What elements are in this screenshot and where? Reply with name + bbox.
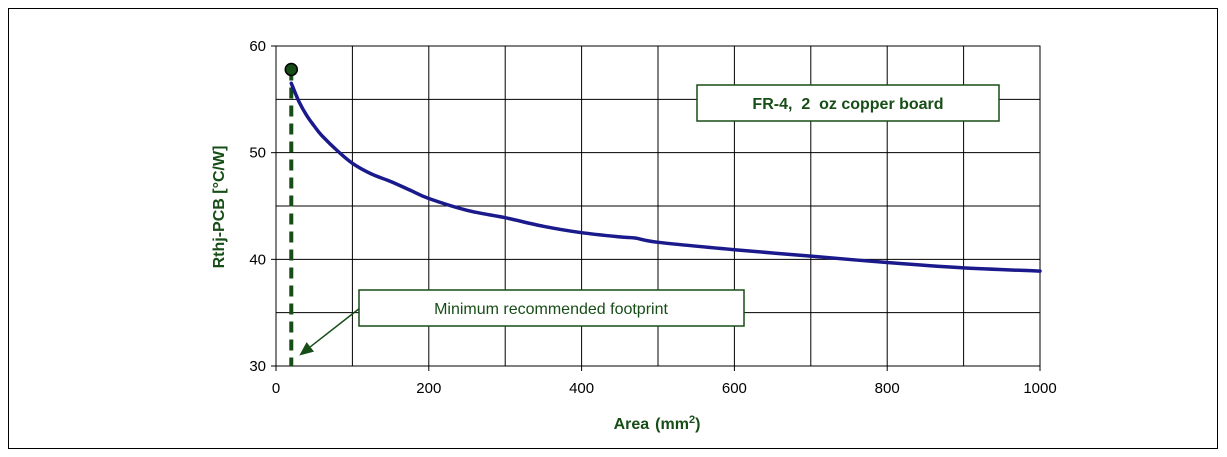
board-callout-box <box>696 84 1000 122</box>
y-axis-title: Rthj-PCB [°C/W] <box>211 146 228 269</box>
x-tick-label: 400 <box>569 380 594 397</box>
y-tick-label: 40 <box>249 251 266 268</box>
x-tick-label: 800 <box>875 380 900 397</box>
x-tick-label: 600 <box>722 380 747 397</box>
y-axis-ticks: 30 40 50 60 <box>249 38 276 375</box>
y-tick-label: 60 <box>249 38 266 55</box>
x-axis-title-sup: 2 <box>689 414 695 426</box>
y-tick-label: 30 <box>249 358 266 375</box>
plot-area <box>275 45 1041 367</box>
board-callout-text: FR-4, 2 oz copper board <box>752 96 943 113</box>
min-footprint-marker <box>284 62 299 77</box>
footprint-arrowhead <box>299 342 315 356</box>
footprint-arrow <box>309 307 361 348</box>
footprint-callout-box <box>358 289 745 327</box>
footprint-callout-text: Minimum recommended footprint <box>434 301 668 318</box>
chart-frame <box>8 8 1218 449</box>
x-axis-ticks: 0 200 400 600 800 1000 <box>272 366 1057 397</box>
board-callout: FR-4, 2 oz copper board <box>696 84 1000 122</box>
x-axis-title-main: Area <box>614 416 650 433</box>
x-tick-label: 1000 <box>1023 380 1056 397</box>
x-tick-label: 0 <box>272 380 280 397</box>
series-line <box>289 81 1042 273</box>
x-axis-title-unit: (mm <box>655 416 689 433</box>
x-tick-label: 200 <box>416 380 441 397</box>
footprint-callout: Minimum recommended footprint <box>299 289 745 356</box>
y-tick-label: 50 <box>249 145 266 162</box>
x-axis-title-close: ) <box>695 416 700 433</box>
x-axis-title: Area (mm2) <box>614 414 701 433</box>
